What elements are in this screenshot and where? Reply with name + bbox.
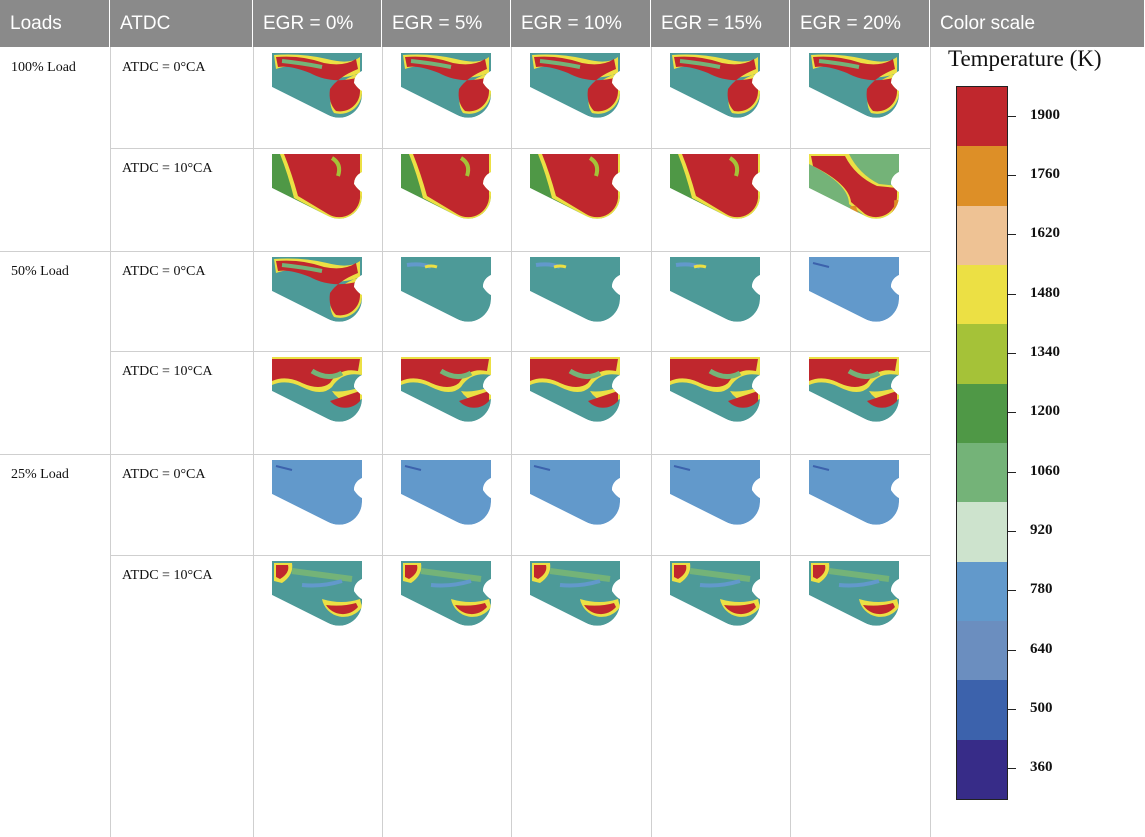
color-scale-label: 500 bbox=[1030, 700, 1053, 716]
color-scale-tick bbox=[1008, 472, 1016, 473]
color-scale-tick bbox=[1008, 412, 1016, 413]
color-scale-label: 640 bbox=[1030, 641, 1053, 657]
temperature-contour-image bbox=[272, 460, 364, 531]
temperature-contour-image bbox=[530, 561, 622, 632]
color-scale-label: 1620 bbox=[1030, 225, 1060, 241]
row-divider bbox=[0, 251, 930, 252]
row-divider bbox=[110, 555, 930, 556]
temperature-contour-image bbox=[401, 154, 493, 225]
temperature-contour-image bbox=[530, 53, 622, 124]
color-scale-tick bbox=[1008, 531, 1016, 532]
temperature-contour-image bbox=[670, 561, 762, 632]
color-scale-segment bbox=[957, 324, 1007, 385]
color-scale-tick bbox=[1008, 116, 1016, 117]
header-cell: EGR = 20% bbox=[790, 0, 930, 47]
row-divider bbox=[110, 148, 930, 149]
row-divider bbox=[110, 351, 930, 352]
color-scale-tick bbox=[1008, 175, 1016, 176]
atdc-label: ATDC = 0°CA bbox=[122, 467, 206, 482]
header-cell: Loads bbox=[0, 0, 110, 47]
header-cell: EGR = 10% bbox=[511, 0, 651, 47]
legend-title: Temperature (K) bbox=[948, 46, 1102, 71]
load-label: 100% Load bbox=[11, 60, 76, 75]
color-scale-segment bbox=[957, 621, 1007, 681]
temperature-contour-image bbox=[272, 53, 364, 124]
color-scale-label: 360 bbox=[1030, 759, 1053, 775]
atdc-label: ATDC = 10°CA bbox=[122, 364, 213, 379]
atdc-label: ATDC = 10°CA bbox=[122, 161, 213, 176]
header-cell: EGR = 0% bbox=[253, 0, 382, 47]
color-scale-tick bbox=[1008, 294, 1016, 295]
column-divider bbox=[110, 47, 111, 837]
temperature-contour-image bbox=[670, 460, 762, 531]
temperature-contour-image bbox=[670, 257, 762, 328]
column-divider bbox=[651, 47, 652, 837]
header-cell: ATDC bbox=[110, 0, 253, 47]
temperature-contour-image bbox=[809, 357, 901, 428]
temperature-contour-image bbox=[401, 460, 493, 531]
column-divider bbox=[511, 47, 512, 837]
color-scale-tick bbox=[1008, 768, 1016, 769]
temperature-contour-image bbox=[809, 154, 901, 225]
color-scale-segment bbox=[957, 739, 1007, 800]
temperature-contour-image bbox=[272, 561, 364, 632]
atdc-label: ATDC = 10°CA bbox=[122, 568, 213, 583]
color-scale-label: 1480 bbox=[1030, 285, 1060, 301]
atdc-label: ATDC = 0°CA bbox=[122, 264, 206, 279]
header-cell: EGR = 5% bbox=[382, 0, 511, 47]
color-scale-label: 1900 bbox=[1030, 107, 1060, 123]
temperature-contour-image bbox=[272, 257, 364, 328]
color-scale-segment bbox=[957, 265, 1007, 325]
temperature-contour-image bbox=[530, 460, 622, 531]
color-scale-tick bbox=[1008, 353, 1016, 354]
load-label: 25% Load bbox=[11, 467, 69, 482]
color-scale-label: 920 bbox=[1030, 522, 1053, 538]
color-scale-segment bbox=[957, 205, 1007, 266]
color-scale-label: 1200 bbox=[1030, 403, 1060, 419]
color-scale-label: 780 bbox=[1030, 581, 1053, 597]
color-scale-segment bbox=[957, 502, 1007, 563]
header-cell: EGR = 15% bbox=[651, 0, 790, 47]
column-divider bbox=[382, 47, 383, 837]
color-scale-segment bbox=[957, 383, 1007, 444]
temperature-contour-image bbox=[670, 154, 762, 225]
atdc-label: ATDC = 0°CA bbox=[122, 60, 206, 75]
color-scale-segment bbox=[957, 680, 1007, 741]
temperature-contour-image bbox=[809, 460, 901, 531]
header-cell: Color scale bbox=[930, 0, 1145, 47]
load-label: 50% Load bbox=[11, 264, 69, 279]
color-scale-tick bbox=[1008, 709, 1016, 710]
temperature-contour-image bbox=[401, 257, 493, 328]
color-scale-tick bbox=[1008, 650, 1016, 651]
color-scale-segment bbox=[957, 443, 1007, 503]
temperature-contour-image bbox=[401, 53, 493, 124]
color-scale-label: 1060 bbox=[1030, 463, 1060, 479]
color-scale-segment bbox=[957, 561, 1007, 622]
temperature-contour-image bbox=[670, 357, 762, 428]
temperature-contour-image bbox=[401, 357, 493, 428]
column-divider bbox=[253, 47, 254, 837]
color-scale-label: 1760 bbox=[1030, 166, 1060, 182]
row-divider bbox=[0, 454, 930, 455]
temperature-contour-image bbox=[809, 53, 901, 124]
color-scale-tick bbox=[1008, 234, 1016, 235]
color-scale-segment bbox=[957, 87, 1007, 147]
temperature-contour-image bbox=[272, 357, 364, 428]
temperature-contour-image bbox=[530, 154, 622, 225]
color-scale-segment bbox=[957, 146, 1007, 207]
column-divider bbox=[790, 47, 791, 837]
temperature-contour-image bbox=[530, 357, 622, 428]
temperature-contour-image bbox=[530, 257, 622, 328]
temperature-contour-image bbox=[670, 53, 762, 124]
temperature-contour-image bbox=[401, 561, 493, 632]
color-scale-label: 1340 bbox=[1030, 344, 1060, 360]
temperature-contour-image bbox=[809, 561, 901, 632]
temperature-contour-image bbox=[272, 154, 364, 225]
temperature-contour-image bbox=[809, 257, 901, 328]
color-scale-tick bbox=[1008, 590, 1016, 591]
color-scale-bar bbox=[956, 86, 1008, 800]
column-divider bbox=[930, 47, 931, 837]
